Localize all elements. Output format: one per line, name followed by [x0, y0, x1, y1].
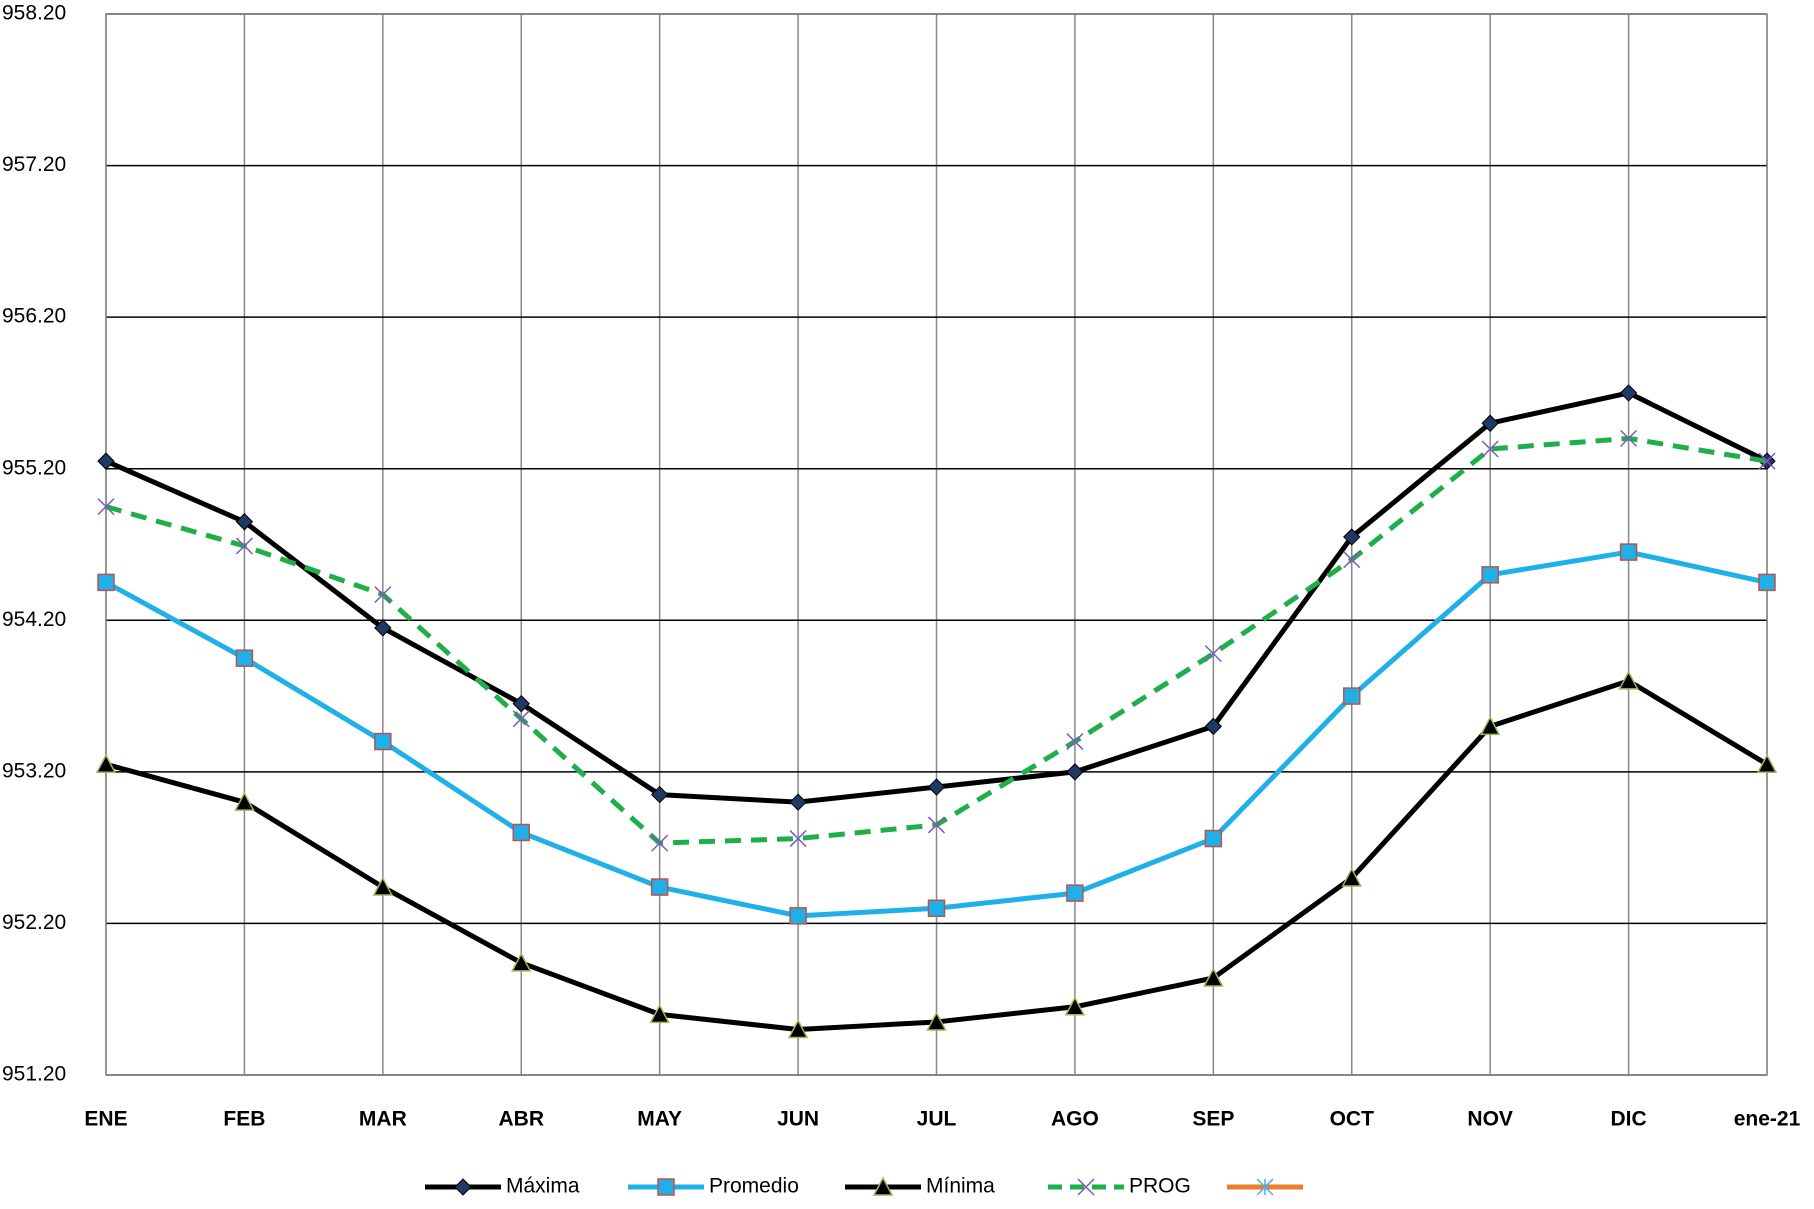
data-point [1481, 440, 1499, 458]
x-tick-label: OCT [1330, 1108, 1375, 1131]
data-point [1758, 452, 1776, 470]
legend-marker [1077, 1178, 1095, 1196]
data-point [789, 830, 807, 848]
data-point [1066, 884, 1084, 902]
data-point [1619, 384, 1638, 402]
data-point [97, 573, 115, 592]
legend-label: Promedio [709, 1175, 799, 1198]
data-point [650, 785, 669, 804]
x-tick-label: AGO [1051, 1108, 1099, 1131]
data-point [1204, 717, 1223, 736]
y-tick-label: 955.20 [2, 456, 66, 479]
data-point [1343, 528, 1361, 546]
data-point [1618, 670, 1639, 690]
x-tick-label: NOV [1467, 1108, 1513, 1131]
data-point [789, 907, 807, 925]
data-point [649, 1003, 670, 1024]
data-point [651, 834, 669, 852]
data-point [374, 619, 392, 637]
data-point [1619, 543, 1638, 561]
data-point [927, 899, 946, 918]
y-tick-label: 956.20 [2, 305, 66, 328]
data-point [1341, 867, 1362, 887]
data-point [97, 498, 115, 516]
data-point [1066, 763, 1084, 781]
x-tick-label: DIC [1610, 1108, 1646, 1131]
data-point [372, 876, 394, 896]
x-tick-label: JUN [777, 1108, 819, 1131]
data-point [97, 452, 115, 470]
legend-marker [454, 1178, 472, 1196]
data-point [650, 878, 669, 896]
data-point [512, 823, 530, 842]
data-point [1066, 733, 1084, 751]
x-tick-label: FEB [223, 1108, 265, 1131]
data-point [1756, 753, 1778, 774]
y-tick-label: 952.20 [2, 911, 66, 934]
legend-label: Mínima [926, 1175, 995, 1198]
x-tick-label: ABR [499, 1108, 545, 1131]
y-tick-label: 954.20 [2, 608, 66, 631]
data-point [1343, 687, 1361, 705]
x-tick-label: SEP [1192, 1108, 1234, 1131]
data-point [1203, 967, 1224, 987]
data-point [235, 649, 254, 667]
data-point [374, 585, 392, 604]
data-point [1064, 996, 1086, 1016]
legend-marker [1256, 1178, 1274, 1196]
legend-label: Máxima [506, 1175, 580, 1198]
x-tick-label: MAR [359, 1108, 407, 1131]
y-tick-label: 957.20 [2, 153, 66, 176]
data-point [787, 1018, 809, 1039]
data-point [374, 732, 392, 751]
y-tick-label: 953.20 [2, 759, 66, 782]
data-point [1204, 829, 1223, 848]
legend-marker [657, 1178, 675, 1196]
plot-frame [105, 13, 1768, 1076]
data-point [1620, 429, 1638, 447]
x-tick-label: ENE [84, 1108, 127, 1131]
data-point [234, 791, 255, 811]
data-point [1481, 414, 1499, 432]
x-tick-label: MAY [637, 1108, 682, 1131]
data-point [235, 513, 254, 531]
data-point [1481, 566, 1499, 584]
legend-label: PROG [1129, 1175, 1191, 1198]
data-point [789, 793, 807, 811]
data-point [926, 1011, 947, 1031]
data-point [511, 952, 532, 972]
data-point [927, 816, 946, 834]
y-tick-label: 958.20 [2, 2, 66, 25]
x-tick-label: ene-21 [1734, 1108, 1801, 1131]
legend-marker [872, 1176, 894, 1196]
x-tick-label: JUL [917, 1108, 957, 1131]
data-point [1758, 573, 1776, 592]
data-point [1479, 715, 1501, 736]
data-point [1343, 551, 1361, 569]
data-point [927, 778, 946, 796]
data-point [512, 710, 530, 728]
data-point [235, 537, 253, 555]
data-point [1204, 645, 1222, 663]
data-point [95, 753, 117, 774]
data-point [512, 694, 530, 713]
y-tick-label: 951.20 [2, 1063, 66, 1086]
